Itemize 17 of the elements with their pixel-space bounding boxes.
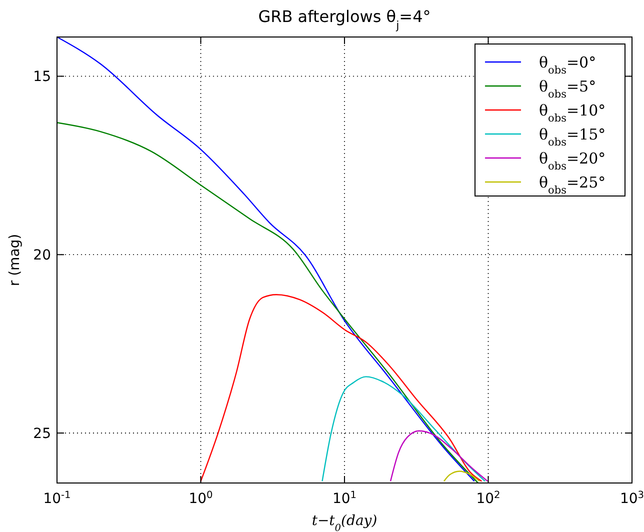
legend-label: θ$_{obs}$=10° <box>539 101 606 124</box>
legend-label: θ$_{obs}$=15° <box>539 125 606 148</box>
y-axis-title: r (mag) <box>7 234 23 286</box>
y-tick-label: 25 <box>33 426 51 442</box>
legend-label: θ$_{obs}$=20° <box>539 149 606 172</box>
chart-title: GRB afterglows θ$_{j}$=4° <box>258 7 431 32</box>
y-tick-label: 20 <box>33 248 51 264</box>
x-tick-label: 10$^{1}$ <box>332 490 357 507</box>
x-tick-label: 10$^{0}$ <box>188 490 213 507</box>
legend-label: θ$_{obs}$=5° <box>539 77 596 100</box>
legend-label: θ$_{obs}$=25° <box>539 173 606 196</box>
legend-label: θ$_{obs}$=0° <box>539 53 596 76</box>
x-tick-label: 10$^{-1}$ <box>43 490 71 507</box>
x-tick-label: 10$^{3}$ <box>620 490 644 507</box>
x-tick-label: 10$^{2}$ <box>476 490 500 507</box>
y-tick-label: 15 <box>33 69 51 86</box>
x-axis-title: t−t$_{0}$(day) <box>312 513 378 532</box>
